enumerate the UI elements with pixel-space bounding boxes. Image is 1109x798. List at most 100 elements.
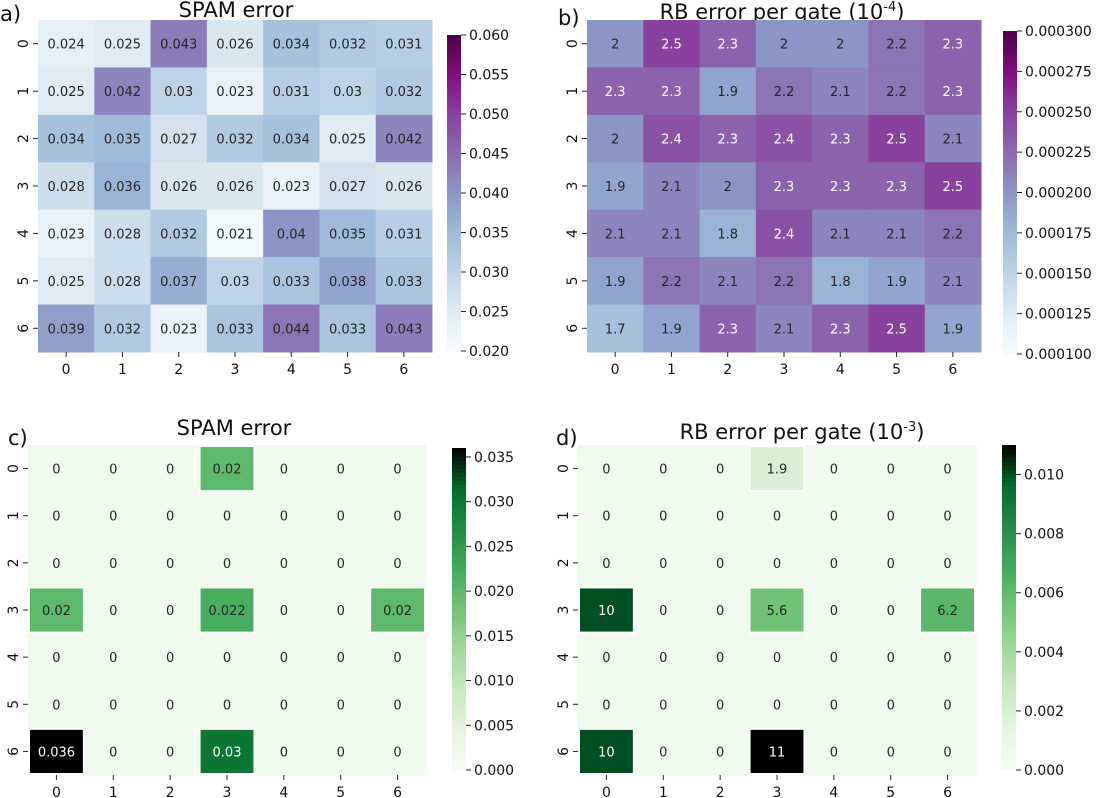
colorbar-segment <box>1003 111 1017 117</box>
colorbar-segment <box>1002 505 1016 511</box>
colorbar-segment <box>1002 449 1016 454</box>
heatmap-cell <box>862 445 920 493</box>
panel-b-title-tail: ) <box>896 0 905 24</box>
colorbar-segment <box>452 765 466 771</box>
cell-annotation: 0.023 <box>160 322 197 337</box>
colorbar-tick-label: 0.005 <box>474 718 514 734</box>
cell-annotation: 0.031 <box>385 227 422 242</box>
colorbar-segment <box>1003 131 1017 137</box>
colorbar-segment <box>452 448 466 453</box>
colorbar-segment <box>1003 140 1017 145</box>
colorbar-segment <box>1003 107 1017 113</box>
colorbar-segment <box>452 701 466 707</box>
colorbar-tick-label: 0.000 <box>1024 763 1064 779</box>
colorbar-segment <box>447 90 461 95</box>
colorbar-segment <box>1002 692 1016 698</box>
heatmap-cell <box>28 680 86 729</box>
colorbar-segment <box>1002 542 1016 548</box>
heatmap-panel-b: 2 2.5 2.3 2 2 2.2 2.3 2.3 2.3 1.9 2.2 2.1 2.2 2.3 2 2.4… <box>565 20 1092 378</box>
heatmap-cell <box>748 492 806 540</box>
heatmap-cell <box>369 492 427 540</box>
cell-annotation: 0 <box>943 651 951 666</box>
colorbar-segment <box>1002 611 1016 617</box>
colorbar-segment <box>447 319 461 324</box>
cell-annotation: 2.1 <box>661 180 682 195</box>
cell-annotation: 2.1 <box>830 85 851 100</box>
cell-annotation: 0 <box>393 557 401 572</box>
heatmap-cell <box>150 20 208 68</box>
cell-annotation: 2 <box>611 133 619 148</box>
cell-annotation: 0 <box>109 698 117 713</box>
x-tick-label: 3 <box>231 362 240 378</box>
heatmap-cell <box>812 209 869 258</box>
colorbar-segment <box>452 452 466 457</box>
colorbar-segment <box>452 480 466 485</box>
colorbar-tick-label: 0.004 <box>1024 645 1064 661</box>
heatmap-cell <box>375 304 433 353</box>
heatmap-cell <box>634 586 693 635</box>
heatmap-cell <box>28 539 86 587</box>
cell-annotation: 2.1 <box>830 227 851 242</box>
panel-d-letter: d) <box>556 426 578 450</box>
x-tick-label: 2 <box>166 785 175 798</box>
heatmap-cell <box>319 20 377 68</box>
heatmap-cell <box>805 445 863 493</box>
colorbar-segment <box>452 572 466 578</box>
heatmap-cell <box>812 257 869 306</box>
colorbar-segment <box>1002 765 1016 771</box>
cell-annotation: 0.027 <box>329 180 366 195</box>
colorbar-segment <box>1003 172 1017 177</box>
colorbar-segment <box>447 137 461 143</box>
colorbar-segment <box>1003 200 1017 206</box>
heatmap-cell <box>369 539 427 587</box>
x-tick-label: 1 <box>659 785 668 798</box>
colorbar-segment <box>1003 228 1017 234</box>
cell-annotation: 10 <box>598 745 615 760</box>
cell-annotation: 0 <box>716 557 724 572</box>
heatmap-cell <box>643 209 701 258</box>
colorbar-segment <box>1003 277 1017 282</box>
heatmap-cell <box>141 586 200 635</box>
cell-annotation: 2.3 <box>943 38 964 53</box>
colorbar-segment <box>452 709 466 715</box>
cell-annotation: 0 <box>337 463 345 478</box>
heatmap-cell <box>312 539 370 587</box>
colorbar-segment <box>447 343 461 348</box>
colorbar-tick-label: 0.000100 <box>1025 347 1092 363</box>
colorbar-segment <box>1002 635 1016 641</box>
colorbar-segment <box>452 629 466 634</box>
colorbar-segment <box>1002 583 1016 588</box>
heatmap-cell <box>375 209 433 258</box>
colorbar-segment <box>452 576 466 582</box>
cell-annotation: 0 <box>659 604 667 619</box>
heatmap-cell <box>699 304 757 353</box>
cell-annotation: 0 <box>830 510 838 525</box>
colorbar-segment <box>1003 119 1017 125</box>
colorbar-segment <box>452 741 466 747</box>
colorbar-segment <box>447 169 461 174</box>
panel-d-title-text: RB error per gate (10 <box>679 420 904 444</box>
colorbar-segment <box>452 697 466 703</box>
colorbar-segment <box>447 232 461 238</box>
cell-annotation: 2.1 <box>774 322 795 337</box>
cell-annotation: 0.023 <box>216 85 253 100</box>
colorbar-segment <box>452 524 466 530</box>
colorbar-segment <box>452 460 466 465</box>
heatmap-cell <box>38 162 95 211</box>
colorbar-segment <box>1002 619 1016 625</box>
colorbar-segment <box>1002 668 1016 674</box>
heatmap-cell <box>263 114 320 163</box>
y-tick-label: 1 <box>565 87 581 96</box>
cell-annotation: 0 <box>887 463 895 478</box>
x-tick-label: 3 <box>780 362 789 378</box>
heatmap-cell <box>255 727 313 776</box>
colorbar-segment <box>452 464 466 469</box>
heatmap-cell <box>755 162 813 211</box>
cell-annotation: 10 <box>598 604 615 619</box>
colorbar-segment <box>447 189 461 194</box>
colorbar-segment <box>1003 47 1017 52</box>
colorbar-segment <box>447 240 461 245</box>
cell-annotation: 0.022 <box>208 604 245 619</box>
heatmap-cell <box>38 20 95 68</box>
colorbar-segment <box>1003 240 1017 246</box>
